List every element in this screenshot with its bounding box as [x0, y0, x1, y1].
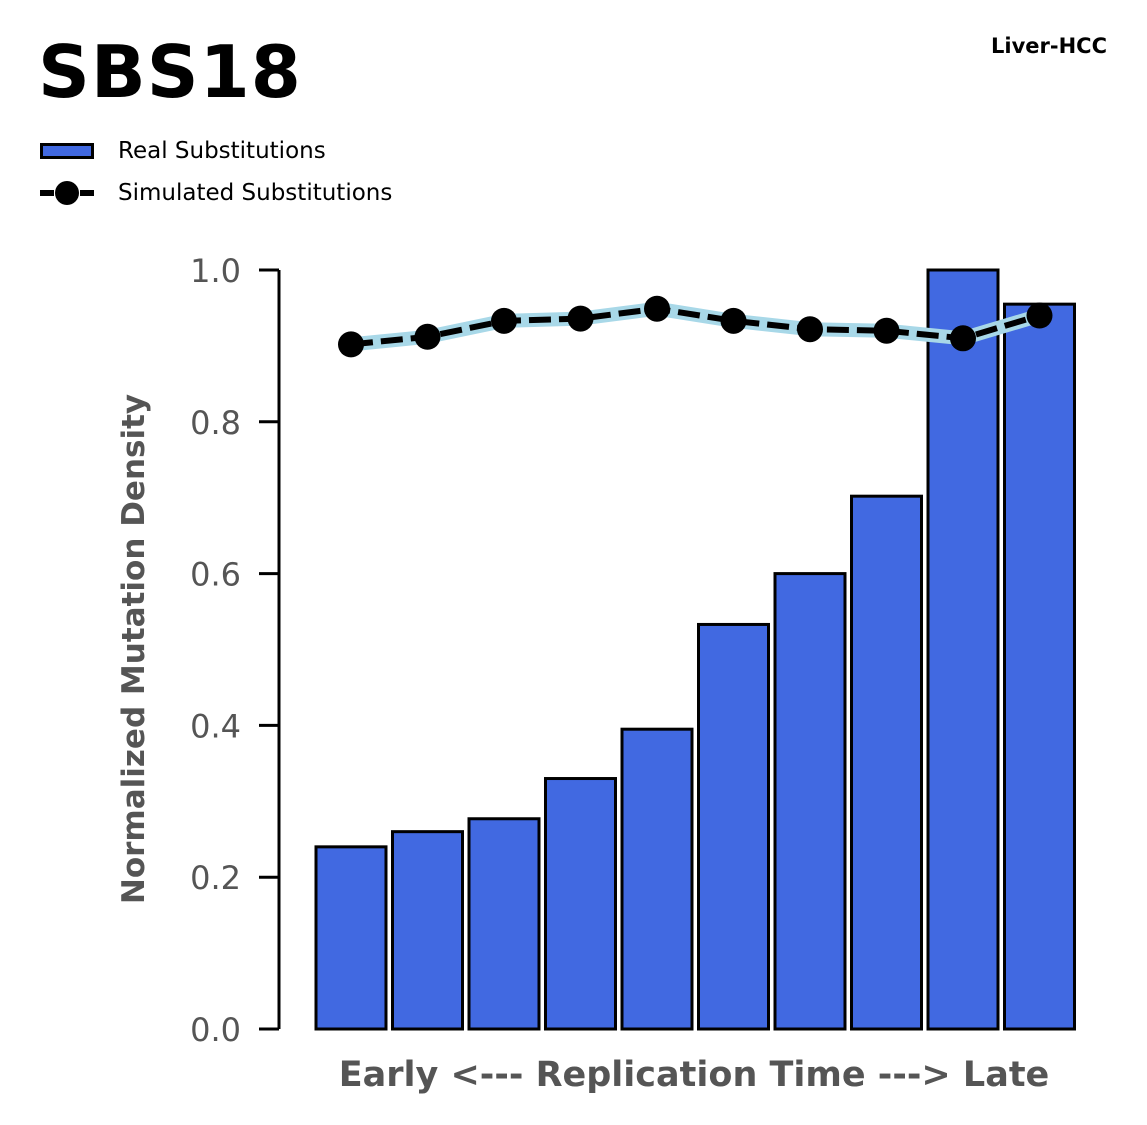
- y-tick-label: 0.6: [190, 556, 241, 594]
- simulated-point-6: [720, 307, 747, 334]
- simulated-point-9: [950, 325, 976, 352]
- simulated-point-1: [338, 331, 364, 358]
- bar-9: [926, 268, 1000, 1031]
- y-tick-label: 0.2: [190, 859, 241, 897]
- legend: Real Substitutions Simulated Substitutio…: [38, 130, 392, 214]
- y-axis-label: Normalized Mutation Density: [116, 394, 152, 904]
- legend-entry-real: Real Substitutions: [38, 130, 392, 172]
- y-tick-label: 1.0: [190, 252, 241, 290]
- bar-6: [697, 622, 770, 1031]
- simulated-point-4: [567, 305, 594, 332]
- chart-title: SBS18: [38, 30, 302, 114]
- legend-line-swatch: [40, 181, 94, 205]
- legend-bar-swatch: [40, 143, 94, 159]
- y-tick-label: 0.0: [190, 1011, 241, 1049]
- y-tick-label: 0.8: [190, 404, 241, 442]
- simulated-point-5: [644, 295, 670, 322]
- simulated-line: [350, 305, 1041, 348]
- bar-7: [773, 572, 847, 1031]
- bar-4: [544, 777, 617, 1031]
- bar-2: [391, 830, 464, 1031]
- bar-8: [850, 494, 923, 1031]
- simulated-point-7: [797, 316, 823, 343]
- simulated-point-2: [414, 323, 441, 350]
- chart-subtitle: Liver-HCC: [991, 34, 1107, 58]
- bar-1: [314, 845, 388, 1031]
- legend-label-simulated: Simulated Substitutions: [118, 180, 393, 206]
- simulated-point-10: [1026, 302, 1053, 329]
- x-axis-label: Early <--- Replication Time ---> Late: [339, 1055, 1050, 1095]
- bar-10: [1003, 302, 1076, 1031]
- y-tick-label: 0.4: [190, 707, 241, 745]
- legend-entry-simulated: Simulated Substitutions: [38, 172, 392, 214]
- simulated-point-3: [491, 307, 517, 334]
- bar-5: [620, 727, 694, 1031]
- legend-label-real: Real Substitutions: [118, 138, 326, 164]
- bar-3: [467, 817, 541, 1031]
- simulated-point-8: [873, 317, 900, 344]
